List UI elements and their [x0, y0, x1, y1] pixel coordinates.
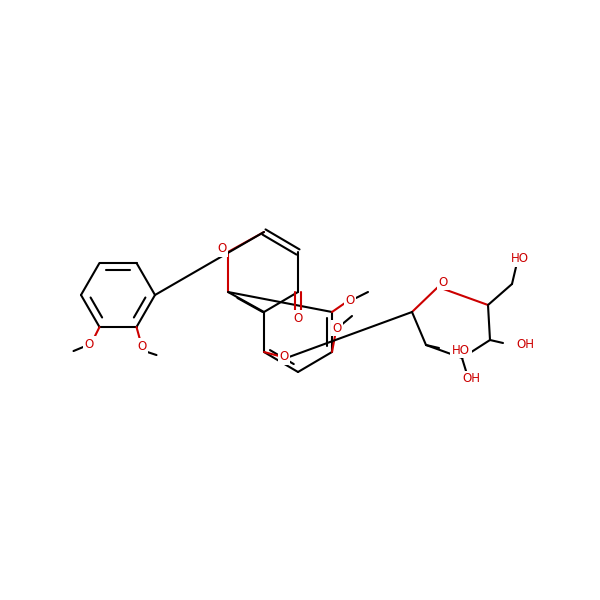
Text: O: O — [280, 350, 289, 364]
Text: HO: HO — [452, 343, 470, 356]
Text: OH: OH — [462, 373, 480, 385]
Text: O: O — [137, 340, 146, 353]
Text: O: O — [332, 322, 341, 335]
Text: OH: OH — [516, 338, 534, 352]
Text: O: O — [439, 275, 448, 289]
Text: O: O — [217, 242, 227, 256]
Text: O: O — [346, 293, 355, 307]
Text: O: O — [293, 311, 302, 325]
Text: HO: HO — [511, 253, 529, 265]
Text: O: O — [85, 338, 94, 350]
